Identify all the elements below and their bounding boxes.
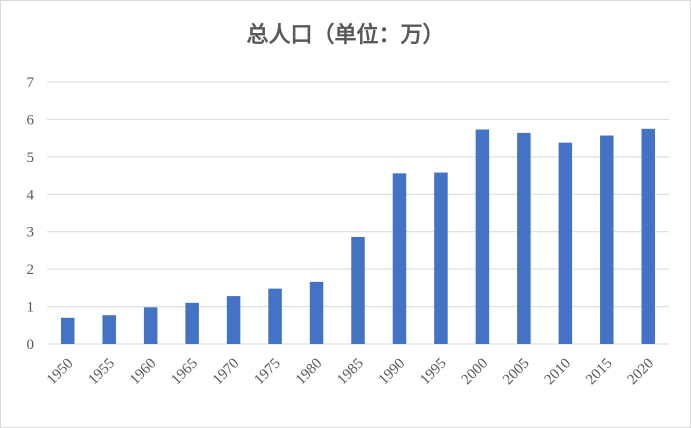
x-tick-label: 1960 [127, 356, 160, 389]
x-tick-label: 2005 [500, 356, 533, 389]
y-tick-label: 5 [27, 150, 35, 166]
bar [600, 135, 614, 344]
bar [434, 172, 448, 344]
x-tick-label: 2000 [459, 356, 492, 389]
x-tick-label: 1965 [168, 356, 201, 389]
y-tick-label: 1 [27, 300, 35, 316]
bar [143, 307, 158, 344]
bar [185, 302, 199, 344]
x-tick-label: 1980 [293, 356, 326, 389]
y-tick-label: 4 [27, 187, 35, 203]
y-tick-label: 7 [27, 75, 35, 91]
x-tick-label: 1975 [251, 356, 284, 389]
bar [351, 236, 365, 344]
bar [226, 296, 241, 344]
bar [309, 281, 324, 344]
chart-title: 总人口（单位：万） [246, 22, 445, 48]
x-tick-label: 1955 [86, 356, 119, 389]
y-tick-label: 3 [27, 225, 35, 241]
bar [268, 288, 282, 344]
y-tick-label: 0 [27, 337, 35, 353]
x-tick-label: 2020 [625, 356, 658, 389]
bar [60, 317, 75, 344]
bar [102, 315, 116, 344]
y-tick-label: 2 [27, 262, 35, 278]
x-tick-label: 1990 [376, 356, 409, 389]
x-tick-label: 1970 [210, 356, 243, 389]
x-tick-label: 1995 [417, 356, 450, 389]
bar [517, 132, 531, 344]
x-tick-label: 2015 [583, 356, 616, 389]
bar [392, 173, 407, 344]
x-tick-label: 1985 [334, 356, 367, 389]
x-tick-label: 1950 [44, 356, 77, 389]
y-tick-label: 6 [27, 112, 35, 128]
bar [475, 129, 490, 344]
x-tick-label: 2010 [542, 356, 575, 389]
bar [558, 142, 573, 344]
bar [641, 128, 656, 344]
